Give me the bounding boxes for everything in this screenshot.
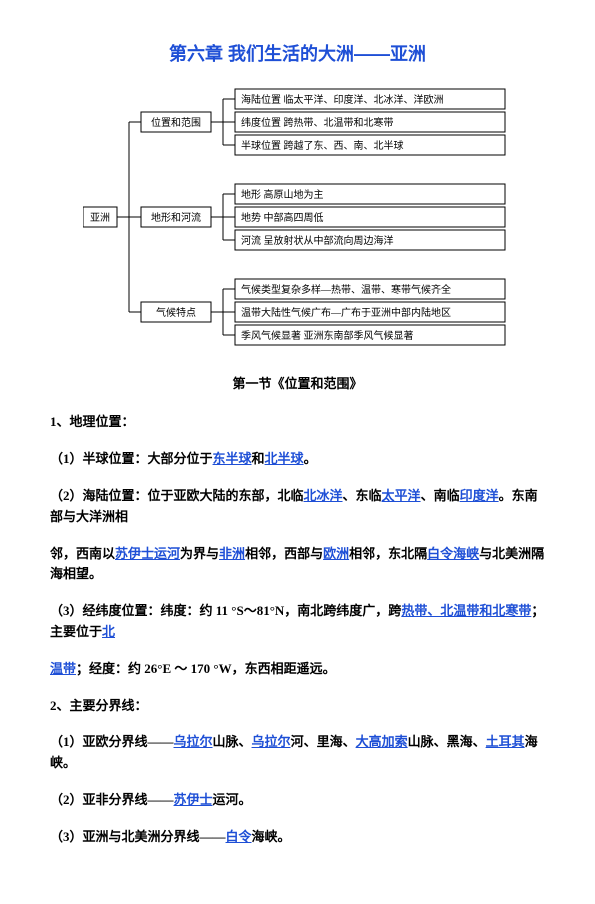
s1-p1: （1）半球位置：大部分位于东半球和北半球。 — [50, 449, 545, 470]
s1-p2-b5: 非洲 — [219, 546, 245, 561]
s1-p1-blank2: 北半球 — [265, 451, 304, 466]
diagram-b1-leaf0: 海陆位置 临太平洋、印度洋、北冰洋、洋欧洲 — [241, 93, 444, 106]
s1-heading: 1、地理位置： — [50, 412, 545, 433]
s1-p1-pre: （1）半球位置：大部分位于 — [50, 451, 213, 466]
s1-p2: （2）海陆位置：位于亚欧大陆的东部，北临北冰洋、东临太平洋、南临印度洋。东南部与… — [50, 486, 545, 528]
s2-p1-m1: 山脉、 — [213, 734, 252, 749]
s1-p2-b1: 北冰洋 — [304, 488, 343, 503]
s1-p3-t: （3）经纬度位置：纬度：约 11 °S～81°N，南北跨纬度广，跨 — [50, 603, 401, 618]
s2-p2-t: （2）亚非分界线—— — [50, 792, 174, 807]
s1-p2-m1: 、东临 — [343, 488, 382, 503]
s1-p1-mid: 和 — [252, 451, 265, 466]
diagram-b2-leaf2: 河流 呈放射状从中部流向周边海洋 — [241, 234, 394, 247]
section-subtitle: 第一节《位置和范围》 — [50, 374, 545, 395]
diagram-b3-label: 气候特点 — [156, 306, 196, 319]
diagram-b2-leaf0: 地形 高原山地为主 — [241, 188, 324, 201]
diagram-root: 亚洲 — [90, 212, 110, 224]
s1-p2-m6: 相邻，东北隔 — [349, 546, 427, 561]
s1-p3-b1: 热带、北温带和北寒带 — [401, 603, 531, 618]
diagram-b3-leaf1: 温带大陆性气候广布—广布于亚洲中部内陆地区 — [241, 306, 451, 319]
s2-p2-p: 运河。 — [213, 792, 252, 807]
s1-p3b-m: ；经度：约 26°E ～ 170 °W，东西相距遥远。 — [76, 661, 336, 676]
s1-p2-b2: 太平洋 — [382, 488, 421, 503]
chapter-title: 第六章 我们生活的大洲——亚洲 — [50, 40, 545, 69]
diagram-b1-leaf2: 半球位置 跨越了东、西、南、北半球 — [241, 139, 404, 152]
s1-p1-blank1: 东半球 — [213, 451, 252, 466]
s1-p2-t: （2）海陆位置：位于亚欧大陆的东部，北临 — [50, 488, 304, 503]
s2-p1-m3: 山脉、黑海、 — [408, 734, 486, 749]
s2-p1-b4: 土耳其 — [486, 734, 525, 749]
s1-p2b: 邻，西南以苏伊士运河为界与非洲相邻，西部与欧洲相邻，东北隔白令海峡与北美洲隔海相… — [50, 544, 545, 586]
s1-p2-m2: 、南临 — [421, 488, 460, 503]
s1-p2-b7: 白令海峡 — [427, 546, 479, 561]
s2-p1-t: （1）亚欧分界线—— — [50, 734, 174, 749]
s2-p1-m2: 河、里海、 — [291, 734, 356, 749]
s2-p1: （1）亚欧分界线——乌拉尔山脉、乌拉尔河、里海、大高加索山脉、黑海、土耳其海峡。 — [50, 732, 545, 774]
s1-p3-b2: 北 — [102, 624, 115, 639]
diagram-b2-label: 地形和河流 — [151, 211, 201, 224]
diagram-b3-leaf2: 季风气候显著 亚洲东南部季风气候显著 — [241, 329, 414, 342]
diagram-b3-leaf0: 气候类型复杂多样—热带、温带、寒带气候齐全 — [241, 283, 451, 296]
s1-p2-b4: 苏伊士运河 — [115, 546, 180, 561]
s1-p2-m5: 相邻，西部与 — [245, 546, 323, 561]
s1-p3: （3）经纬度位置：纬度：约 11 °S～81°N，南北跨纬度广，跨热带、北温带和… — [50, 601, 545, 643]
s2-heading: 2、主要分界线： — [50, 696, 545, 717]
diagram-b1-label: 位置和范围 — [151, 116, 201, 129]
diagram-b1-leaf1: 纬度位置 跨热带、北温带和北寒带 — [241, 116, 394, 129]
diagram-b2-leaf1: 地势 中部高四周低 — [241, 211, 324, 224]
s1-p2b-t: 邻，西南以 — [50, 546, 115, 561]
mindmap-diagram: 亚洲 位置和范围 海陆位置 临太平洋、印度洋、北冰洋、洋欧洲 纬度位置 跨热带、… — [50, 87, 545, 354]
s1-p2-m4: 为界与 — [180, 546, 219, 561]
s2-p1-b3: 大高加索 — [356, 734, 408, 749]
s1-p3b-b: 温带 — [50, 661, 76, 676]
s2-p1-b2: 乌拉尔 — [252, 734, 291, 749]
s2-p2-b1: 苏伊士 — [174, 792, 213, 807]
s2-p1-b1: 乌拉尔 — [174, 734, 213, 749]
s1-p2-b3: 印度洋 — [460, 488, 499, 503]
s2-p2: （2）亚非分界线——苏伊士运河。 — [50, 790, 545, 811]
s1-p3b: 温带；经度：约 26°E ～ 170 °W，东西相距遥远。 — [50, 659, 545, 680]
s1-p1-post: 。 — [304, 451, 317, 466]
s1-p2-b6: 欧洲 — [323, 546, 349, 561]
s2-p3: （3）亚洲与北美洲分界线——白令海峡。 — [50, 827, 545, 848]
